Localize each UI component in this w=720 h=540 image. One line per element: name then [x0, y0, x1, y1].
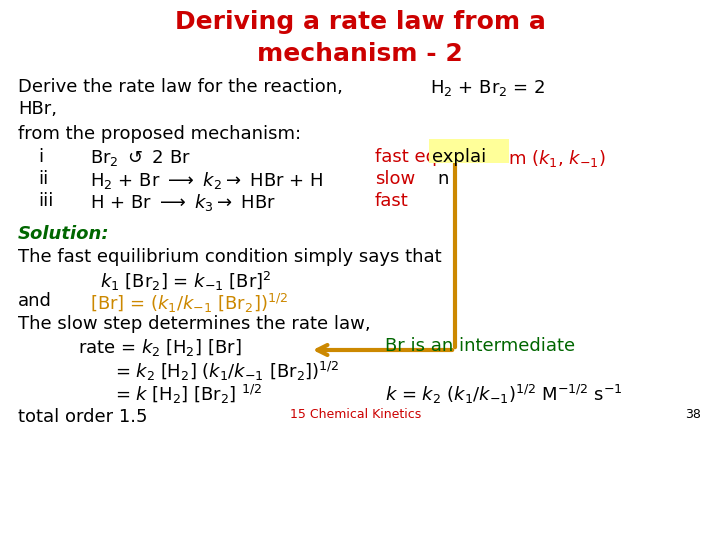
Text: = $k_2$ [H$_2$] ($k_1$/$k_{-1}$ [Br$_2$])$^{1/2}$: = $k_2$ [H$_2$] ($k_1$/$k_{-1}$ [Br$_2$]…	[115, 360, 339, 383]
Text: The fast equilibrium condition simply says that: The fast equilibrium condition simply sa…	[18, 248, 441, 266]
Text: [Br] = ($k_1$/$k_{-1}$ [Br$_2$])$^{1/2}$: [Br] = ($k_1$/$k_{-1}$ [Br$_2$])$^{1/2}$	[90, 292, 288, 315]
Text: fast eq: fast eq	[375, 148, 437, 166]
Text: $k$ = $k_2$ ($k_1$/$k_{-1}$)$^{1/2}$ M$^{-1/2}$ s$^{-1}$: $k$ = $k_2$ ($k_1$/$k_{-1}$)$^{1/2}$ M$^…	[385, 383, 623, 406]
Text: slow: slow	[375, 170, 415, 188]
Text: $k_1$ [Br$_2$] = $k_{-1}$ [Br]$^2$: $k_1$ [Br$_2$] = $k_{-1}$ [Br]$^2$	[100, 270, 271, 293]
Text: = $k$ [H$_2$] [Br$_2$] $^{1/2}$: = $k$ [H$_2$] [Br$_2$] $^{1/2}$	[115, 383, 262, 406]
Text: 15 Chemical Kinetics: 15 Chemical Kinetics	[290, 408, 421, 421]
Text: H + Br $\longrightarrow$ $k_3$$\rightarrow$ HBr: H + Br $\longrightarrow$ $k_3$$\rightarr…	[90, 192, 276, 213]
Text: fast: fast	[375, 192, 409, 210]
Text: Deriving a rate law from a: Deriving a rate law from a	[174, 10, 546, 34]
Text: explai: explai	[432, 148, 486, 166]
Text: total order 1.5: total order 1.5	[18, 408, 148, 426]
Text: 38: 38	[685, 408, 701, 421]
Text: ii: ii	[38, 170, 48, 188]
Text: from the proposed mechanism:: from the proposed mechanism:	[18, 125, 301, 143]
FancyBboxPatch shape	[429, 139, 509, 163]
Text: H$_2$ + Br $\longrightarrow$ $k_2$$\rightarrow$ HBr + H: H$_2$ + Br $\longrightarrow$ $k_2$$\righ…	[90, 170, 323, 191]
Text: n: n	[437, 170, 449, 188]
Text: m ($k_1$, $k_{-1}$): m ($k_1$, $k_{-1}$)	[508, 148, 606, 169]
Text: i: i	[38, 148, 43, 166]
Text: H$_2$ + Br$_2$ = 2: H$_2$ + Br$_2$ = 2	[430, 78, 546, 98]
Text: iii: iii	[38, 192, 53, 210]
Text: and: and	[18, 292, 52, 310]
Text: Solution:: Solution:	[18, 225, 109, 243]
Text: HBr,: HBr,	[18, 100, 57, 118]
Text: Br is an intermediate: Br is an intermediate	[385, 337, 575, 355]
Text: rate = $k_2$ [H$_2$] [Br]: rate = $k_2$ [H$_2$] [Br]	[78, 337, 241, 358]
Text: mechanism - 2: mechanism - 2	[257, 42, 463, 66]
Text: The slow step determines the rate law,: The slow step determines the rate law,	[18, 315, 371, 333]
Text: Derive the rate law for the reaction,: Derive the rate law for the reaction,	[18, 78, 343, 96]
Text: Br$_2$ $\circlearrowleft$ 2 Br: Br$_2$ $\circlearrowleft$ 2 Br	[90, 148, 191, 168]
